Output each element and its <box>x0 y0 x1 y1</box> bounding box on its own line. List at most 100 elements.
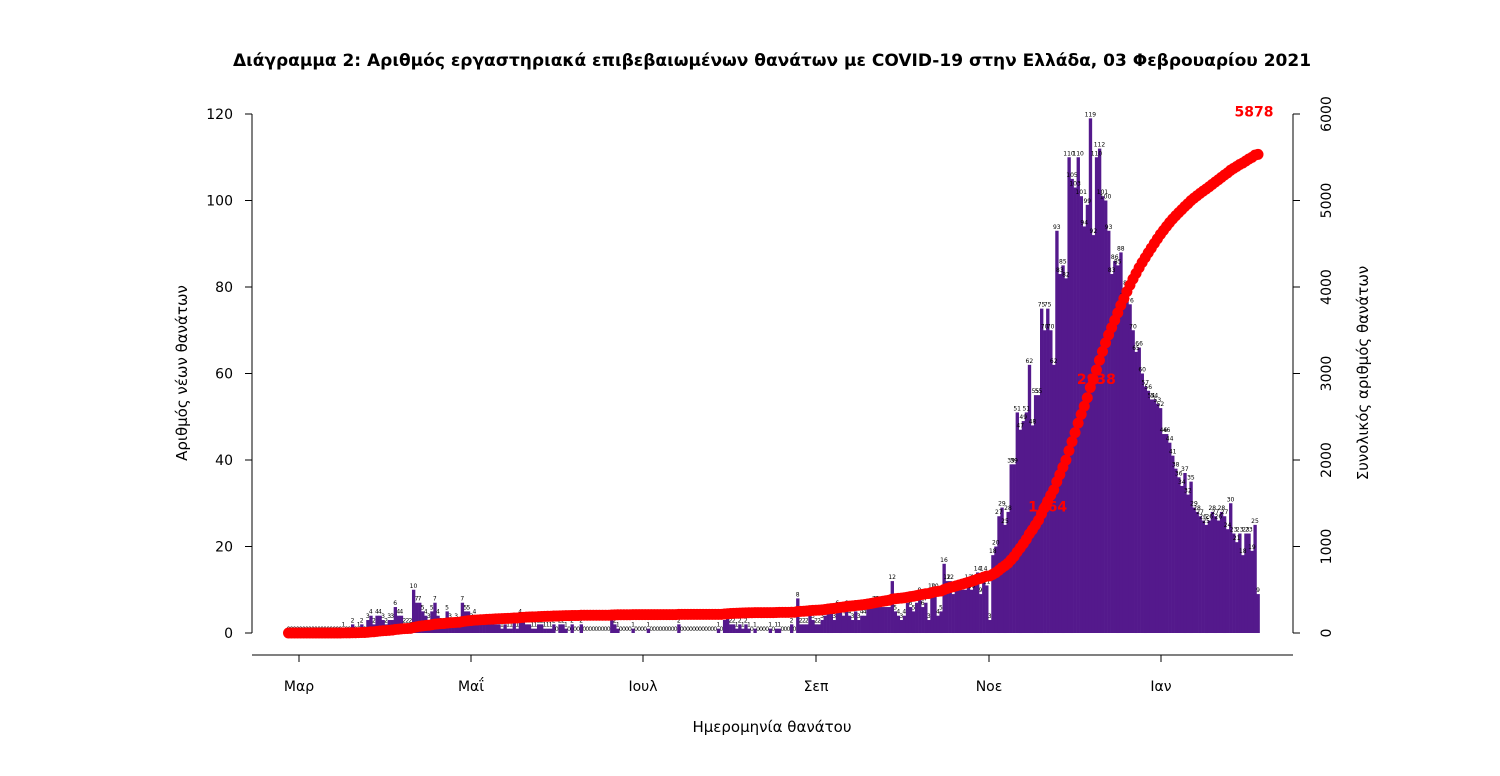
bar <box>1244 533 1248 633</box>
bar <box>975 572 980 633</box>
bar-label: 1 <box>515 622 519 629</box>
bar <box>1003 524 1007 634</box>
bar-label: 110 <box>1091 150 1103 157</box>
bar <box>476 624 480 633</box>
bar <box>1021 421 1026 633</box>
bar-label: 4 <box>936 609 940 616</box>
bar <box>841 615 846 633</box>
bar <box>1143 386 1148 634</box>
bar-label: 52 <box>1157 401 1165 408</box>
bar-label: 66 <box>1135 341 1143 348</box>
bar <box>433 602 437 634</box>
bar-label: 18 <box>989 548 997 555</box>
bar-label: 24 <box>1224 522 1232 529</box>
bar <box>1198 516 1202 634</box>
bar <box>1155 403 1160 633</box>
bar-label: 55 <box>1035 388 1043 395</box>
bar-label: 3 <box>832 613 836 620</box>
bar-label: 0 <box>780 626 784 633</box>
bar-label: 1 <box>564 622 568 629</box>
bar <box>960 589 965 633</box>
bar-label: 93 <box>1105 224 1113 231</box>
bar <box>1219 511 1224 633</box>
bar-label: 0 <box>698 626 702 633</box>
bar-label: 0 <box>598 626 602 633</box>
bar <box>1189 481 1193 634</box>
bar <box>915 602 919 634</box>
cumulative-line-layer <box>283 148 1264 639</box>
bar-label: 83 <box>1108 267 1116 274</box>
bar-label: 1 <box>341 622 345 629</box>
cumulative-point <box>1069 427 1081 439</box>
bar-label: 44 <box>1166 436 1174 443</box>
bar <box>1235 542 1239 633</box>
bar <box>646 628 651 633</box>
bar-label: 46 <box>1160 427 1168 434</box>
bar <box>366 620 370 633</box>
x-tick-label: Ιουλ <box>628 679 657 695</box>
bar <box>515 628 519 633</box>
bar <box>1225 529 1230 633</box>
bar-label: 0 <box>683 626 687 633</box>
bar <box>945 581 949 633</box>
bar <box>1009 464 1013 633</box>
bar-label: 26 <box>1205 514 1213 521</box>
bar-label: 5 <box>421 604 425 611</box>
bar <box>564 628 568 633</box>
bar <box>1134 351 1138 634</box>
bar <box>1110 274 1114 633</box>
bar <box>835 607 840 633</box>
bar-label: 5 <box>430 604 434 611</box>
bar <box>1128 304 1132 633</box>
bar-label: 23 <box>1236 527 1244 534</box>
bar-label: 3 <box>820 613 824 620</box>
bar <box>1055 230 1059 633</box>
bar-label: 2 <box>790 617 794 624</box>
bar <box>1082 226 1087 633</box>
bar <box>546 628 550 633</box>
bar-label: 0 <box>659 626 663 633</box>
bar-label: 3 <box>387 613 391 620</box>
bar-label: 1 <box>716 622 720 629</box>
bar <box>857 620 861 633</box>
bar-label: 2 <box>677 617 681 624</box>
bar-label: 14 <box>980 565 988 572</box>
bar-label: 1 <box>631 622 635 629</box>
bar-label: 0 <box>640 626 644 633</box>
bar <box>1046 308 1050 634</box>
bar-label: 99 <box>1083 198 1091 205</box>
y-tick-label-left: 80 <box>215 280 233 296</box>
bar <box>418 602 422 634</box>
x-axis-title: Ημερομηνία θανάτου <box>692 718 851 736</box>
bar-label: 23 <box>1245 527 1253 534</box>
bar-label: 70 <box>1129 323 1137 330</box>
bar-label: 0 <box>643 626 647 633</box>
bar <box>1085 204 1090 633</box>
cumulative-annotation: 5878 <box>1235 105 1274 121</box>
bar-label: 6 <box>393 600 397 607</box>
bar-label: 4 <box>860 609 864 616</box>
bar-label: 0 <box>695 626 699 633</box>
x-tick-label: Μαΐ <box>458 677 484 695</box>
bar-label: 0 <box>674 626 678 633</box>
bar <box>1146 390 1151 633</box>
bar <box>1122 299 1126 633</box>
bar-label: 0 <box>750 626 754 633</box>
bar <box>1232 533 1236 633</box>
bar <box>393 607 398 633</box>
bar <box>829 611 833 634</box>
bar-label: 3 <box>448 613 452 620</box>
bar-label: 1 <box>546 622 550 629</box>
bar <box>826 611 830 634</box>
bar-label: 2 <box>817 617 821 624</box>
bar-label: 53 <box>1154 397 1162 404</box>
bar <box>768 628 773 633</box>
bar-label: 0 <box>625 626 629 633</box>
bar-label: 0 <box>762 626 766 633</box>
bar-label: 0 <box>607 626 611 633</box>
bar <box>613 624 617 633</box>
bar <box>521 620 526 633</box>
bar <box>1094 157 1099 633</box>
bar <box>991 555 995 633</box>
